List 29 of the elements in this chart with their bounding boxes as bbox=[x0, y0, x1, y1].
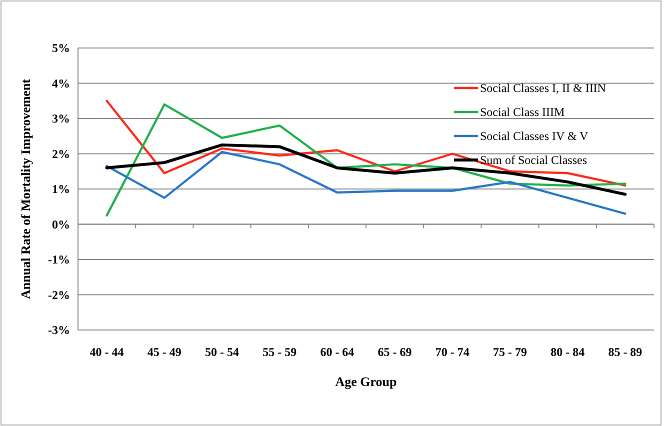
x-tick-label: 80 - 84 bbox=[550, 345, 585, 359]
x-tick-label: 75 - 79 bbox=[493, 345, 527, 359]
legend-label: Sum of Social Classes bbox=[480, 153, 588, 168]
legend-label: Social Class IIIM bbox=[480, 105, 565, 120]
x-tick-label: 85 - 89 bbox=[608, 345, 642, 359]
line-series bbox=[106, 103, 626, 217]
y-tick-label: 3% bbox=[52, 112, 70, 126]
y-tick-label: -3% bbox=[48, 323, 70, 338]
line-series bbox=[106, 100, 626, 187]
line-series bbox=[105, 143, 627, 196]
x-tick-label: 55 - 59 bbox=[262, 345, 297, 359]
legend-label: Social Classes IV & V bbox=[480, 129, 589, 144]
x-tick-label: 60 - 64 bbox=[320, 345, 354, 359]
y-tick-label: 5% bbox=[52, 41, 70, 56]
y-tick-label: -1% bbox=[48, 252, 70, 267]
line-series bbox=[106, 150, 626, 215]
y-tick-label: 2% bbox=[52, 146, 70, 161]
y-axis-title: Annual Rate of Mortality Improvement bbox=[18, 78, 33, 300]
x-tick-label: 70 - 74 bbox=[435, 345, 470, 359]
y-tick-label: 1% bbox=[52, 182, 70, 196]
x-tick-label: 65 - 69 bbox=[378, 345, 412, 359]
y-tick-label: 4% bbox=[52, 76, 70, 90]
x-tick-label: 45 - 49 bbox=[147, 345, 182, 359]
x-tick-label: 50 - 54 bbox=[205, 345, 239, 359]
x-tick-label: 40 - 44 bbox=[90, 345, 124, 359]
y-tick-label: 0% bbox=[52, 217, 70, 232]
y-tick-label: -2% bbox=[48, 288, 70, 302]
legend-label: Social Classes I, II & IIIN bbox=[480, 81, 606, 96]
x-axis-title: Age Group bbox=[335, 374, 397, 389]
